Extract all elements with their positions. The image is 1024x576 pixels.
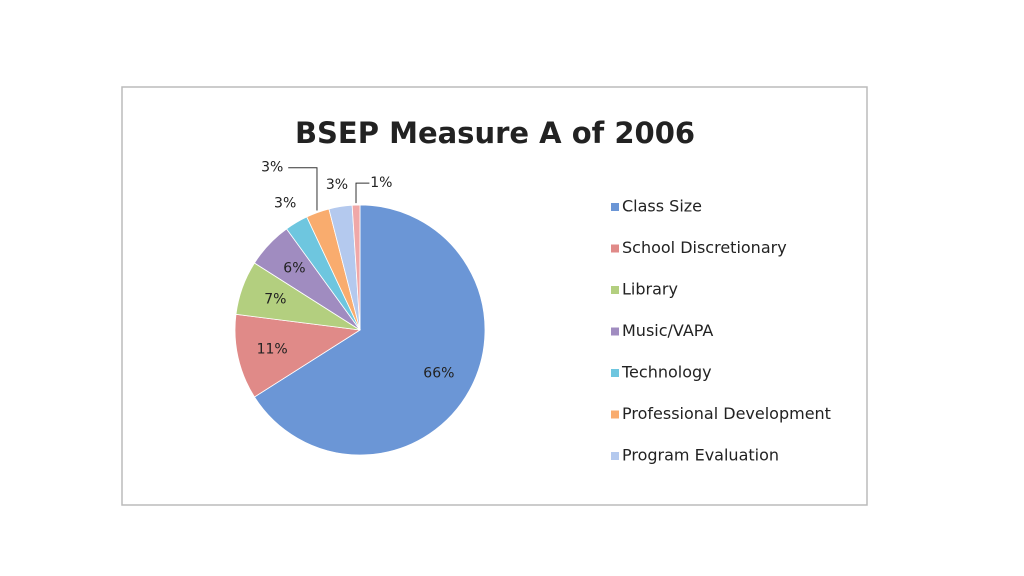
legend-swatch xyxy=(611,452,619,460)
legend-label: Music/VAPA xyxy=(622,321,713,340)
legend-swatch xyxy=(611,327,619,336)
data-label: 3% xyxy=(326,177,348,193)
data-label: 11% xyxy=(257,342,288,358)
data-label: 66% xyxy=(423,365,454,381)
data-label: 1% xyxy=(370,175,392,191)
legend-swatch xyxy=(611,410,619,419)
data-label: 6% xyxy=(283,260,305,276)
legend-swatch xyxy=(611,369,619,377)
chart-title: BSEP Measure A of 2006 xyxy=(295,116,695,150)
legend-label: Professional Development xyxy=(622,404,831,423)
legend-swatch xyxy=(611,203,619,211)
pie-slice xyxy=(253,204,486,456)
legend-label: School Discretionary xyxy=(622,238,787,257)
pie-slice xyxy=(234,313,362,398)
leader-line xyxy=(355,182,370,204)
legend-swatch xyxy=(611,244,619,253)
leader-line xyxy=(288,167,318,211)
legend-label: Class Size xyxy=(622,197,702,216)
legend-label: Technology xyxy=(621,363,712,382)
data-label: 3% xyxy=(274,195,296,211)
legend-label: Program Evaluation xyxy=(622,446,779,465)
pie-slice xyxy=(351,204,361,331)
legend-swatch xyxy=(611,286,619,294)
legend-label: Library xyxy=(622,280,678,299)
data-label: 3% xyxy=(261,160,283,176)
data-label: 7% xyxy=(264,292,286,308)
